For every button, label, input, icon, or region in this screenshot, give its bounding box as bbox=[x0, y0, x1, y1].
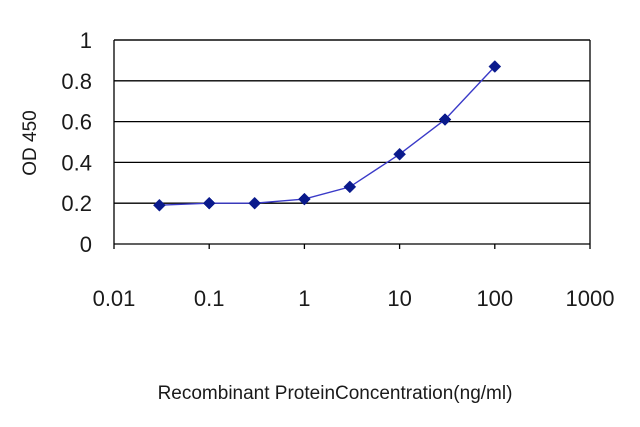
y-tick-label: 0.8 bbox=[61, 69, 92, 94]
data-point-marker bbox=[393, 147, 406, 161]
axes bbox=[113, 39, 591, 249]
y-tick-label: 0.6 bbox=[61, 110, 92, 135]
x-tick-label: 1 bbox=[298, 286, 310, 311]
y-tick-labels: 0 0.2 0.4 0.6 0.8 1 bbox=[61, 28, 92, 257]
series-line bbox=[159, 66, 496, 206]
data-point-marker bbox=[438, 113, 452, 126]
series-layer bbox=[153, 60, 502, 212]
y-tick-label: 0.4 bbox=[61, 150, 92, 175]
y-tick-label: 0 bbox=[80, 232, 92, 257]
data-point-marker bbox=[248, 196, 261, 210]
data-point-marker bbox=[488, 60, 502, 73]
x-tick-label: 10 bbox=[387, 286, 411, 311]
x-tick-label: 100 bbox=[476, 286, 513, 311]
y-axis-title: OD 450 bbox=[20, 110, 41, 175]
plot-background bbox=[114, 40, 590, 244]
data-point-marker bbox=[202, 196, 216, 210]
x-tick-label: 0.01 bbox=[93, 286, 136, 311]
x-tick-label: 0.1 bbox=[194, 286, 225, 311]
y-tick-label: 0.2 bbox=[61, 191, 92, 216]
data-point-marker bbox=[343, 180, 357, 194]
x-tick-label: 1000 bbox=[566, 286, 615, 311]
y-tick-label: 1 bbox=[80, 28, 92, 53]
data-point-marker bbox=[153, 198, 166, 212]
x-axis-title: Recombinant ProteinConcentration(ng/ml) bbox=[158, 383, 513, 404]
data-point-marker bbox=[298, 192, 311, 206]
plot-area bbox=[114, 40, 590, 244]
x-tick-labels: 0.01 0.1 1 10 100 1000 bbox=[93, 286, 615, 311]
